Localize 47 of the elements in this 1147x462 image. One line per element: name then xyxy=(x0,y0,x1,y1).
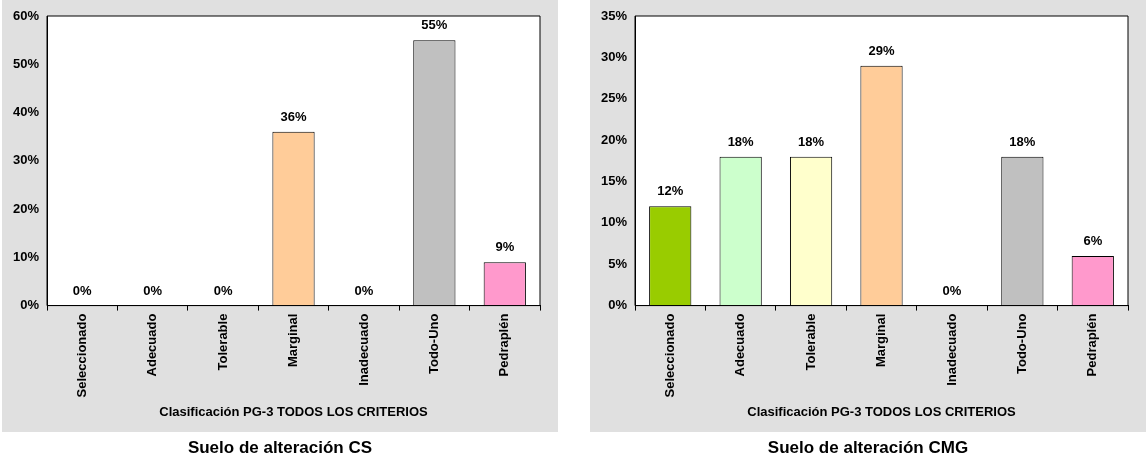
x-tick-label: Todo-Uno xyxy=(1013,313,1029,374)
y-tick-label: 25% xyxy=(600,90,628,106)
y-tick-label: 5% xyxy=(608,255,628,271)
x-tick-label: Adecuado xyxy=(144,313,160,377)
text: Suelo de alteración CMG xyxy=(766,438,970,458)
y-tick-label: 20% xyxy=(12,200,40,216)
y-tick-label: 0% xyxy=(20,297,40,313)
x-tick-label: Inadecuado xyxy=(943,313,959,386)
y-tick-label: 20% xyxy=(600,131,628,147)
y-tick-label: 60% xyxy=(12,7,40,23)
y-tick-label: 50% xyxy=(12,55,40,71)
y-tick-label: 15% xyxy=(600,173,628,189)
text: Suelo de alteración CS xyxy=(186,438,374,458)
x-tick-label: Todo-Uno xyxy=(425,313,441,374)
data-label: 18% xyxy=(727,133,755,149)
data-label: 29% xyxy=(868,42,895,58)
y-tick-label: 10% xyxy=(600,214,628,230)
data-label: 12% xyxy=(657,183,684,199)
y-tick-label: 30% xyxy=(12,152,40,168)
y-tick-label: 40% xyxy=(12,104,40,120)
data-label: 18% xyxy=(798,133,825,149)
x-tick-label: Inadecuado xyxy=(355,313,371,386)
x-tick-label: Tolerable xyxy=(214,313,230,371)
y-tick-label: 0% xyxy=(608,297,628,313)
x-tick-label: Seleccionado xyxy=(661,313,677,398)
y-tick-label: 35% xyxy=(600,7,628,23)
x-tick-label: Adecuado xyxy=(732,313,748,377)
x-tick-label: Pedraplén xyxy=(1084,313,1100,377)
x-tick-label: Seleccionado xyxy=(73,313,89,398)
data-label: 18% xyxy=(1009,133,1036,149)
data-label: 0% xyxy=(143,282,163,298)
x-axis-title: Clasificación PG-3 TODOS LOS CRITERIOS xyxy=(747,403,1017,419)
data-label: 0% xyxy=(213,282,233,298)
data-label: 6% xyxy=(1083,233,1103,249)
data-label: 55% xyxy=(421,17,448,33)
data-label: 0% xyxy=(354,282,374,298)
data-label: 36% xyxy=(280,108,307,124)
x-tick-label: Pedraplén xyxy=(496,313,512,377)
data-label: 9% xyxy=(495,239,515,255)
y-tick-label: 30% xyxy=(600,48,628,64)
y-tick-label: 10% xyxy=(12,248,40,264)
data-label: 0% xyxy=(72,282,93,298)
x-tick-label: Marginal xyxy=(285,313,301,368)
x-tick-label: Tolerable xyxy=(802,313,818,371)
x-axis-title: Clasificación PG-3 TODOS LOS CRITERIOS xyxy=(159,403,429,419)
x-tick-label: Marginal xyxy=(873,313,889,368)
data-label: 0% xyxy=(942,282,962,298)
